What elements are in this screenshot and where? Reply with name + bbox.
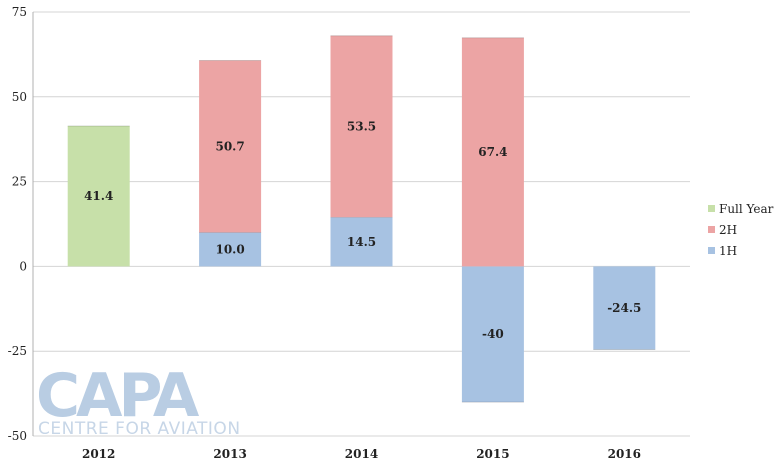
- data-label: 14.5: [347, 235, 376, 249]
- y-tick-label: -25: [8, 344, 27, 358]
- bar-1h-2014: [330, 217, 393, 267]
- x-tick-label: 2015: [476, 447, 509, 461]
- x-tick-label: 2012: [82, 447, 115, 461]
- bar-full-year-2012: [67, 125, 130, 267]
- data-label: 67.4: [478, 145, 507, 159]
- data-label: 41.4: [84, 189, 113, 203]
- bar-1h-2015: [461, 266, 524, 403]
- legend-swatch: [708, 205, 715, 212]
- y-tick-label: 50: [12, 90, 27, 104]
- bar-2h-2015: [461, 37, 524, 267]
- legend-swatch: [708, 226, 715, 233]
- y-tick-label: -50: [8, 429, 27, 443]
- bar-1h-2013: [199, 232, 262, 267]
- legend-label: 2H: [719, 223, 737, 237]
- data-label: 50.7: [215, 139, 244, 153]
- watermark-brand: CAPA: [36, 361, 200, 431]
- bar-1h-2016: [593, 266, 656, 350]
- data-label: 53.5: [347, 119, 376, 133]
- data-label: -40: [482, 327, 504, 341]
- y-tick-label: 25: [12, 175, 27, 189]
- bars: [67, 35, 656, 403]
- data-label: 10.0: [215, 242, 244, 256]
- x-tick-label: 2013: [213, 447, 246, 461]
- legend-label: 1H: [719, 244, 737, 258]
- legend-label: Full Year: [719, 202, 774, 216]
- y-tick-label: 0: [19, 259, 27, 273]
- bar-2h-2014: [330, 35, 393, 218]
- legend-swatch: [708, 247, 715, 254]
- x-tick-label: 2016: [608, 447, 641, 461]
- y-tick-label: 75: [12, 5, 27, 19]
- watermark-tagline: CENTRE FOR AVIATION: [38, 419, 241, 439]
- data-labels: 41.4 10.0 50.7 14.5 53.5 -40 67.4 -24.5: [84, 119, 641, 341]
- axes: 75 50 25 0 -25 -50 2012 2013 2014 2015 2016: [8, 5, 641, 461]
- bar-2h-2013: [199, 60, 262, 233]
- x-tick-label: 2014: [345, 447, 378, 461]
- legend: Full Year 2H 1H: [708, 202, 774, 258]
- data-label: -24.5: [607, 301, 641, 315]
- capa-watermark: CAPA CENTRE FOR AVIATION: [36, 361, 241, 439]
